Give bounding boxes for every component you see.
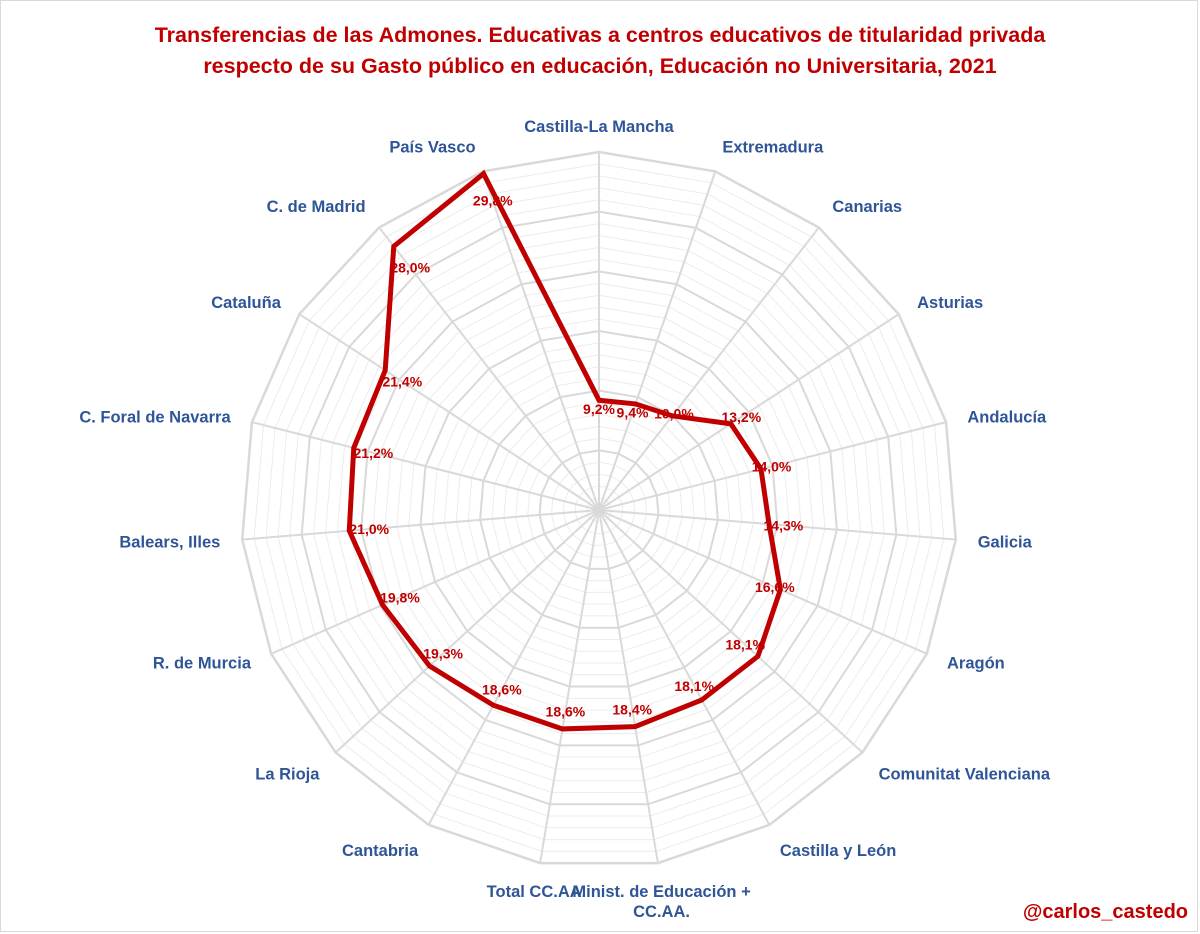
value-label: 19,3% bbox=[423, 646, 463, 662]
value-label: 16,6% bbox=[755, 579, 795, 595]
grid-spoke bbox=[270, 509, 600, 655]
grid-ring bbox=[479, 389, 719, 629]
category-label: Cataluña bbox=[211, 294, 282, 312]
value-label: 19,8% bbox=[380, 589, 420, 605]
value-label: 29,8% bbox=[473, 193, 513, 209]
value-label: 14,0% bbox=[752, 458, 792, 474]
grid-ring-minor bbox=[372, 282, 826, 735]
grid-spoke bbox=[598, 313, 900, 511]
category-label: Cantabria bbox=[342, 842, 419, 860]
value-label: 21,2% bbox=[354, 445, 394, 461]
series-line bbox=[346, 169, 783, 732]
grid-ring bbox=[360, 270, 838, 747]
grid-spoke bbox=[251, 421, 600, 511]
value-label: 9,2% bbox=[583, 401, 615, 417]
grid-ring-minor bbox=[277, 187, 921, 829]
value-label: 21,0% bbox=[349, 521, 389, 537]
category-label: Castilla-La Mancha bbox=[524, 118, 674, 136]
category-label: Extremadura bbox=[722, 139, 824, 157]
grid-spoke bbox=[242, 509, 600, 541]
grid-spoke bbox=[539, 509, 600, 864]
grid-ring-minor bbox=[384, 294, 814, 723]
grid-spoke bbox=[334, 509, 600, 754]
radar-grid bbox=[240, 150, 958, 865]
value-label: 18,1% bbox=[725, 637, 765, 653]
category-label: Canarias bbox=[832, 198, 902, 216]
grid-ring bbox=[300, 210, 898, 806]
value-labels: 9,2% 9,4% 10,0% 13,2% 14,0% 14,3% 16,6% 18,1% 18… bbox=[349, 193, 803, 720]
category-label: Galicia bbox=[978, 533, 1033, 551]
grid-ring-minor bbox=[253, 163, 945, 852]
grid-spoke bbox=[598, 171, 717, 511]
grid-ring-minor bbox=[336, 246, 862, 770]
grid-ring bbox=[419, 329, 779, 688]
grid-ring-minor bbox=[431, 342, 767, 676]
value-label: 21,4% bbox=[382, 373, 422, 389]
grid-ring-minor bbox=[455, 366, 743, 652]
author-credit: @carlos_castedo bbox=[1022, 901, 1188, 923]
grid-ring-minor bbox=[515, 425, 683, 593]
grid-ring-minor bbox=[289, 199, 909, 817]
value-label: 18,6% bbox=[482, 682, 522, 698]
grid-spoke bbox=[598, 509, 928, 655]
grid-ring-minor bbox=[467, 378, 731, 640]
category-label: Balears, Illes bbox=[119, 533, 220, 551]
grid-ring-minor bbox=[527, 437, 671, 582]
grid-spoke bbox=[598, 509, 864, 754]
category-labels: Castilla-La Mancha Extremadura Canarias Ast… bbox=[79, 118, 1051, 921]
category-label: C. Foral de Navarra bbox=[79, 409, 231, 427]
category-label: Castilla y León bbox=[780, 842, 896, 860]
chart-title: Transferencias de las Admones. Educativa… bbox=[0, 20, 1200, 82]
category-label: Total CC.AA. bbox=[487, 883, 587, 901]
grid-spoke bbox=[598, 509, 956, 541]
grid-ring bbox=[538, 449, 660, 570]
grid-spoke bbox=[598, 421, 947, 511]
grid-ring-minor bbox=[574, 485, 624, 535]
grid-ring-minor bbox=[324, 235, 874, 782]
grid-ring-minor bbox=[550, 461, 648, 558]
category-label: C. de Madrid bbox=[267, 198, 366, 216]
category-label: País Vasco bbox=[389, 139, 475, 157]
grid-spoke bbox=[598, 509, 659, 864]
grid-spoke bbox=[298, 313, 600, 511]
category-label: La Rioja bbox=[255, 765, 320, 783]
grid-ring-minor bbox=[443, 354, 755, 664]
grid-ring-minor bbox=[491, 402, 707, 617]
radar-series bbox=[346, 169, 783, 732]
category-label: R. de Murcia bbox=[153, 655, 252, 673]
grid-ring-minor bbox=[348, 258, 850, 758]
value-label: 10,0% bbox=[654, 406, 694, 422]
grid-ring-minor bbox=[396, 306, 802, 711]
category-label: Aragón bbox=[947, 655, 1005, 673]
grid-ring-minor bbox=[503, 414, 695, 605]
value-label: 14,3% bbox=[764, 517, 804, 533]
grid-ring-minor bbox=[408, 318, 790, 699]
category-label: Comunitat Valenciana bbox=[879, 765, 1051, 783]
grid-spoke bbox=[378, 226, 600, 511]
category-label: Asturias bbox=[917, 294, 983, 312]
grid-spoke bbox=[598, 509, 771, 826]
chart-title-line2: respecto de su Gasto público en educació… bbox=[203, 54, 997, 78]
value-label: 18,4% bbox=[612, 701, 652, 717]
grid-spoke bbox=[481, 171, 600, 511]
category-label: Minist. de Educación + CC.AA. bbox=[572, 883, 750, 921]
category-label: Andalucía bbox=[967, 409, 1047, 427]
grid-spoke bbox=[598, 226, 820, 511]
grid-ring-minor bbox=[265, 175, 933, 841]
value-label: 18,6% bbox=[546, 703, 586, 719]
value-label: 13,2% bbox=[721, 409, 761, 425]
grid-ring-minor bbox=[313, 223, 885, 793]
chart-title-line1: Transferencias de las Admones. Educativa… bbox=[154, 23, 1046, 47]
value-label: 28,0% bbox=[390, 259, 430, 275]
grid-ring-minor bbox=[562, 473, 636, 546]
value-label: 18,1% bbox=[674, 678, 714, 694]
value-label: 9,4% bbox=[617, 404, 649, 420]
grid-spoke bbox=[427, 509, 600, 826]
grid-ring bbox=[240, 150, 958, 865]
